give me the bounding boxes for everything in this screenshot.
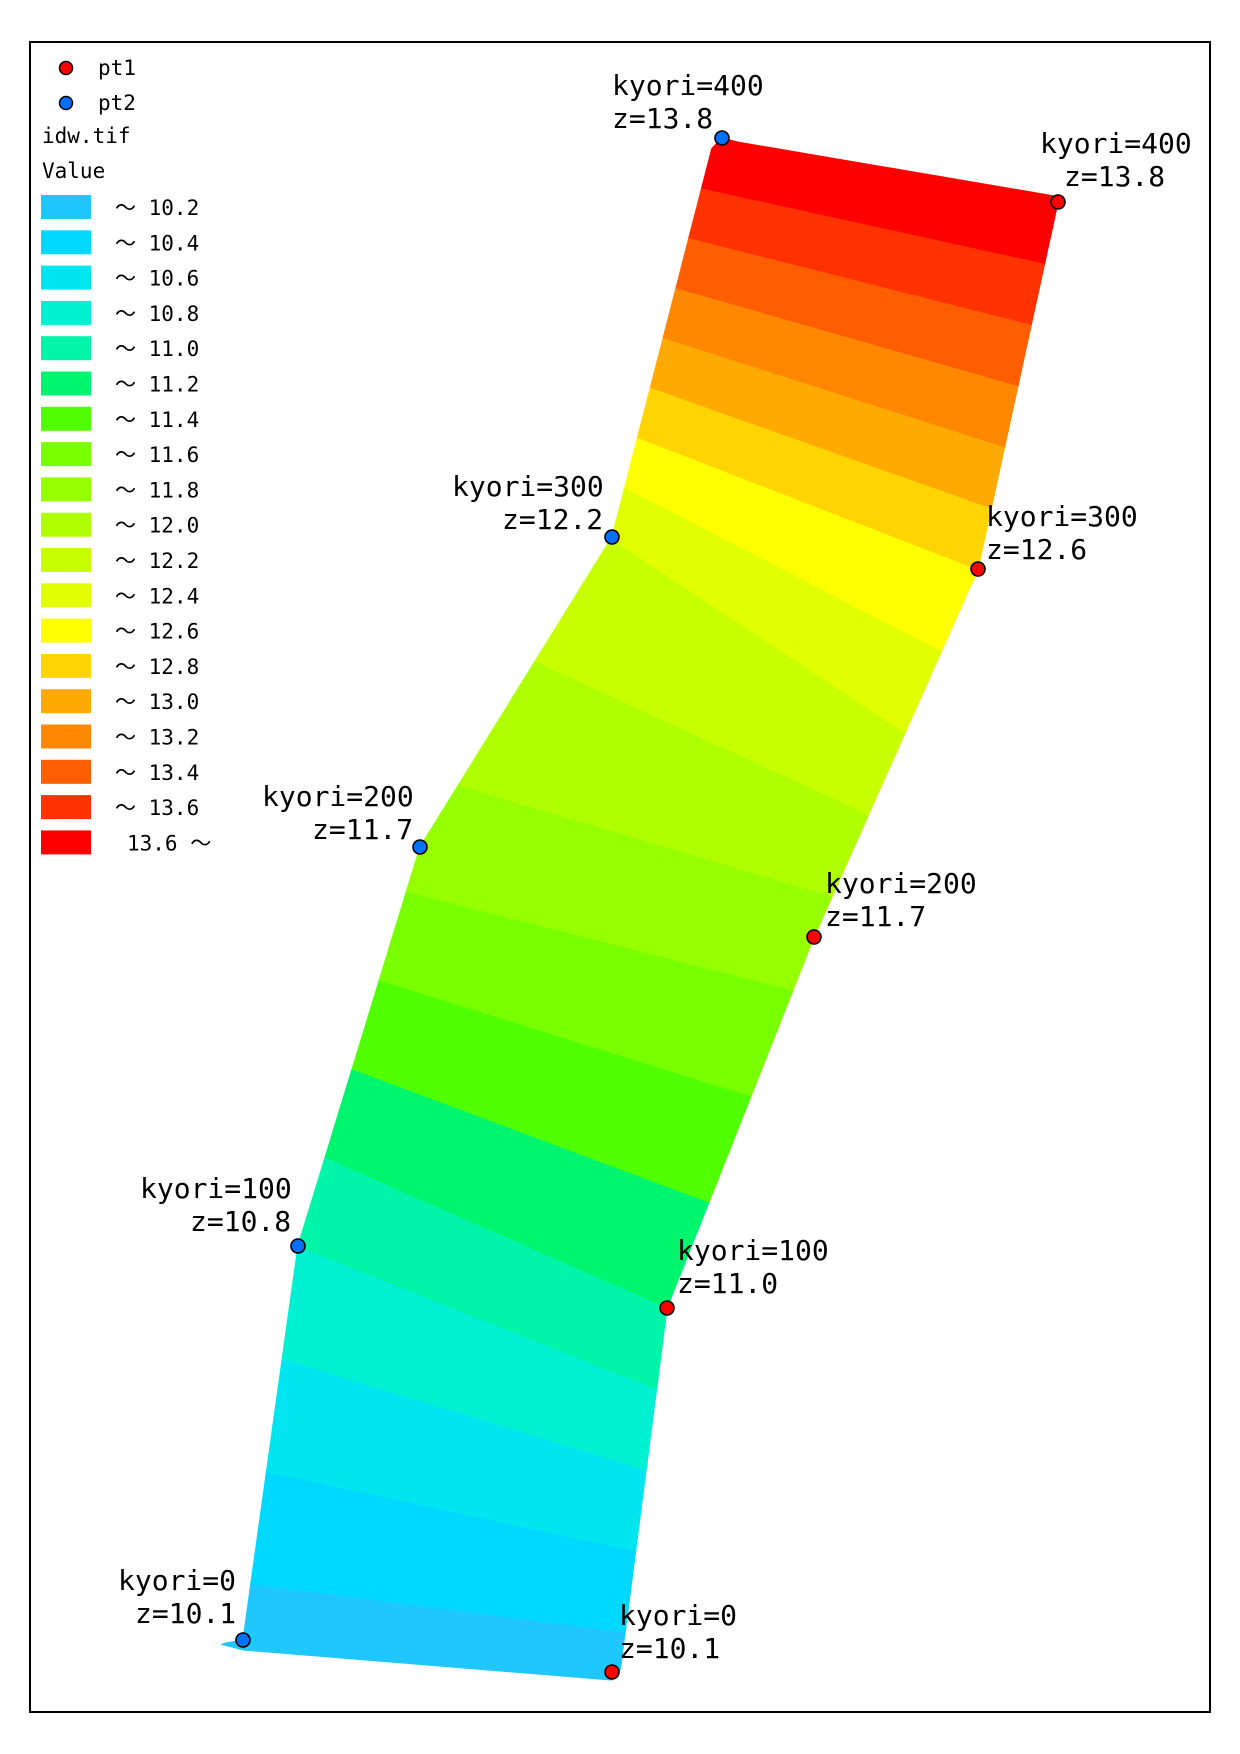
pt1-legend-symbol [58,60,74,76]
raster-class-band-9 [457,660,870,897]
pt2-200-z-label: z=11.7 [312,813,413,846]
legend-swatch-18 [41,830,91,855]
pt2-0-z-label: z=10.1 [135,1597,236,1630]
legend-class-label-0: ～ 10.2 [115,196,199,220]
raster-class-band-11 [610,486,943,734]
pt2-legend-symbol [58,95,74,111]
legend-class-label-15: ～ 13.2 [115,726,199,750]
pt2-200-kyori-label: kyori=200 [262,780,414,813]
pt2-400-kyori-label: kyori=400 [612,69,764,102]
pt2-300-kyori-label: kyori=300 [452,470,604,503]
pt2-marker-kyori-0 [235,1632,251,1648]
pt1-400-kyori-label: kyori=400 [1040,127,1192,160]
raster-class-band-1 [250,1470,637,1633]
legend-class-label-2: ～ 10.6 [115,267,199,291]
raster-class-band-15 [662,286,1019,448]
legend-swatch-15 [41,724,91,749]
pt1-100-kyori-label: kyori=100 [677,1234,829,1267]
pt1-0-kyori-label: kyori=0 [619,1599,737,1632]
legend-swatch-2 [41,265,91,290]
pt2-400-z-label: z=13.8 [612,102,713,135]
legend-swatch-1 [41,230,91,255]
pt2-marker-kyori-400 [714,130,730,146]
legend-swatch-10 [41,548,91,572]
raster-class-band-5 [324,1067,710,1309]
legend-swatch-4 [41,336,91,361]
raster-class-band-13 [636,386,992,571]
legend-class-label-4: ～ 11.0 [115,337,199,361]
pt1-300-kyori-label: kyori=300 [986,500,1138,533]
legend-class-label-13: ～ 12.8 [115,655,199,679]
legend-class-label-16: ～ 13.4 [115,761,199,785]
legend-class-label-12: ～ 12.6 [115,620,199,644]
pt1-0-z-label: z=10.1 [619,1632,720,1665]
pt1-marker-kyori-300 [970,561,986,577]
pt2-marker-kyori-200 [412,839,428,855]
point-markers [235,130,1066,1680]
legend-class-label-11: ～ 12.4 [115,584,199,608]
legend-swatch-6 [41,406,91,431]
legend: pt1 pt2 idw.tif Value ～ 10.2 ～ 10.4 ～ 10.6… [41,56,211,855]
pt2-100-kyori-label: kyori=100 [140,1172,292,1205]
point-labels: kyori=400 z=13.8 kyori=300 z=12.2 kyori=… [118,69,1192,1665]
pt1-marker-kyori-0 [604,1664,620,1680]
legend-class-label-6: ～ 11.4 [115,408,199,432]
legend-swatch-14 [41,689,91,714]
raster-class-band-12 [624,436,979,652]
legend-swatch-12 [41,618,91,643]
legend-classes: ～ 10.2 ～ 10.4 ～ 10.6 ～ 10.8 ～ 11.0 ～ 11.2 ～ 11… [41,195,211,855]
legend-swatch-7 [41,442,91,467]
raster-class-band-14 [649,336,1006,509]
raster-field-name: Value [42,159,105,183]
raster-class-band-6 [351,979,752,1203]
raster-class-band-0 [220,1583,626,1681]
legend-swatch-16 [41,759,91,784]
idw-raster [220,137,1059,1681]
legend-swatch-17 [41,795,91,820]
legend-class-label-5: ～ 11.2 [115,373,199,397]
pt1-300-z-label: z=12.6 [986,533,1087,566]
pt1-200-kyori-label: kyori=200 [825,867,977,900]
raster-class-band-17 [688,187,1046,326]
raster-class-band-16 [675,236,1032,387]
legend-class-label-9: ～ 12.0 [115,514,199,538]
legend-swatch-5 [41,371,91,396]
raster-class-band-7 [378,890,794,1097]
legend-swatch-3 [41,300,91,325]
legend-swatch-13 [41,653,91,678]
legend-class-label-10: ～ 12.2 [115,549,199,573]
legend-class-label-3: ～ 10.8 [115,302,199,326]
legend-swatch-9 [41,512,91,537]
pt2-marker-kyori-100 [290,1238,306,1254]
pt1-200-z-label: z=11.7 [825,900,926,933]
legend-class-label-8: ～ 11.8 [115,478,199,502]
pt1-marker-kyori-200 [806,929,822,945]
pt1-400-z-label: z=13.8 [1064,160,1165,193]
legend-swatch-11 [41,583,91,608]
pt2-legend-label: pt2 [98,91,136,115]
pt1-legend-label: pt1 [98,56,136,80]
legend-class-label-14: ～ 13.0 [115,690,199,714]
legend-class-label-18: 13.6 ～ [127,831,211,855]
pt2-marker-kyori-300 [604,529,620,545]
pt2-300-z-label: z=12.2 [502,503,603,536]
legend-swatch-8 [41,477,91,502]
pt1-marker-kyori-100 [659,1300,675,1316]
pt2-100-z-label: z=10.8 [190,1205,291,1238]
raster-layer-name: idw.tif [42,124,131,148]
pt1-marker-kyori-400 [1050,194,1066,210]
pt2-0-kyori-label: kyori=0 [118,1564,236,1597]
legend-class-label-7: ～ 11.6 [115,443,199,467]
raster-class-band-10 [534,537,906,816]
legend-class-label-17: ～ 13.6 [115,796,199,820]
legend-swatch-0 [41,195,91,219]
pt1-100-z-label: z=11.0 [677,1267,778,1300]
legend-class-label-1: ～ 10.4 [115,231,199,255]
